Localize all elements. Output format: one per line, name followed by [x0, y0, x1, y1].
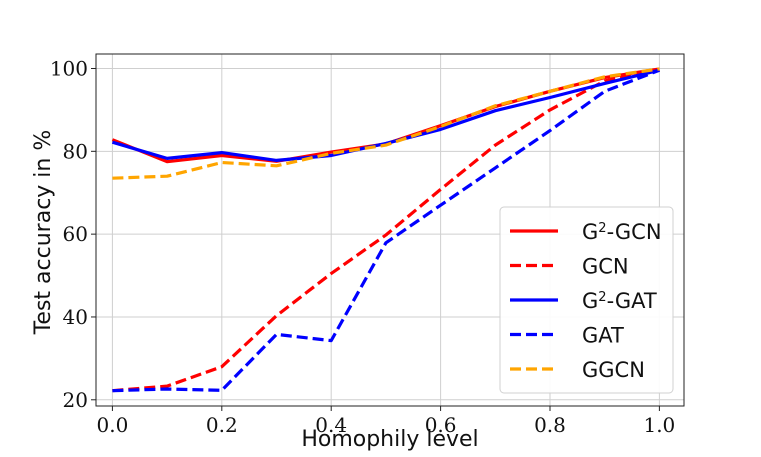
- x-tick-label: 0.6: [425, 413, 457, 437]
- x-tick-label: 0.4: [315, 413, 347, 437]
- grid: [96, 54, 684, 406]
- y-tick-label: 40: [63, 305, 88, 329]
- x-tick-label: 0.0: [97, 413, 129, 437]
- plot-frame: [95, 53, 685, 407]
- legend-label-g2-gat: G2-GAT: [582, 289, 657, 313]
- legend-label-g2-gcn: G2-GCN: [582, 220, 662, 244]
- series-line-g2-gat: [111, 68, 660, 162]
- y-tick-label: 60: [63, 222, 88, 246]
- series-lines: [111, 67, 660, 393]
- legend-box: [499, 206, 674, 394]
- x-axis-label: Homophily level: [301, 427, 478, 452]
- x-tick-label: 0.8: [534, 413, 566, 437]
- series-line-gcn: [112, 67, 660, 393]
- series-line-gat: [112, 68, 660, 393]
- x-tick-label: 0.2: [206, 413, 238, 437]
- y-tick-label: 100: [50, 56, 88, 80]
- series-line-ggcn: [112, 67, 660, 180]
- legend-label-gat: GAT: [582, 324, 624, 348]
- y-axis-label: Test accuracy in %: [31, 130, 56, 336]
- axis-ticks: 0.0 0.2 0.4 0.6 0.8 1.0 20 40 60 80 100: [50, 56, 675, 437]
- legend: G2-GCN GCN G2-GAT GAT GGCN: [499, 206, 674, 394]
- y-tick-label: 20: [63, 388, 88, 412]
- legend-label-gcn: GCN: [582, 255, 629, 279]
- legend-label-ggcn: GGCN: [582, 358, 645, 382]
- y-tick-label: 80: [63, 139, 88, 163]
- x-tick-label: 1.0: [643, 413, 675, 437]
